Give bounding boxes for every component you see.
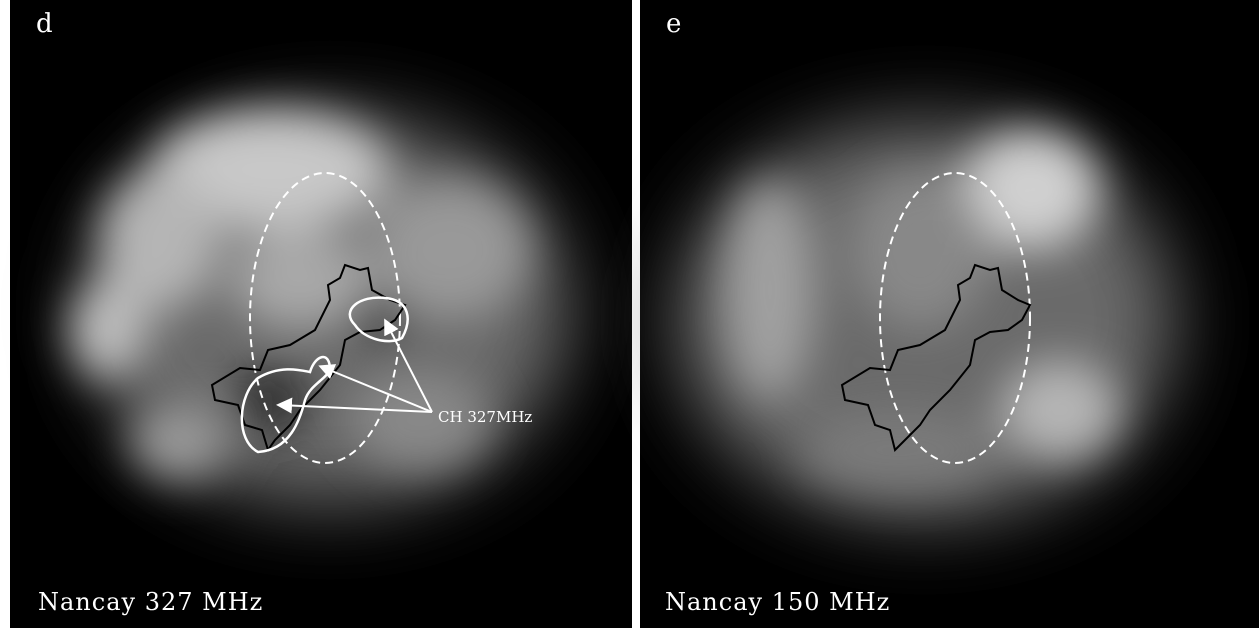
page: {"panels": [ {"label": "d", "caption": "… xyxy=(0,0,1259,628)
panel-e: e Nancay 150 MHz xyxy=(640,0,1259,628)
figure: CH 327MHz d Nancay 327 MHz e Nancay 150 … xyxy=(0,0,1259,628)
panel-label: d xyxy=(36,9,53,39)
panel-label: e xyxy=(666,9,681,39)
caption: Nancay 150 MHz xyxy=(665,588,890,616)
caption: Nancay 327 MHz xyxy=(38,588,263,616)
panel-d: CH 327MHz d Nancay 327 MHz xyxy=(10,0,632,628)
annotation: CH 327MHz xyxy=(438,408,532,426)
